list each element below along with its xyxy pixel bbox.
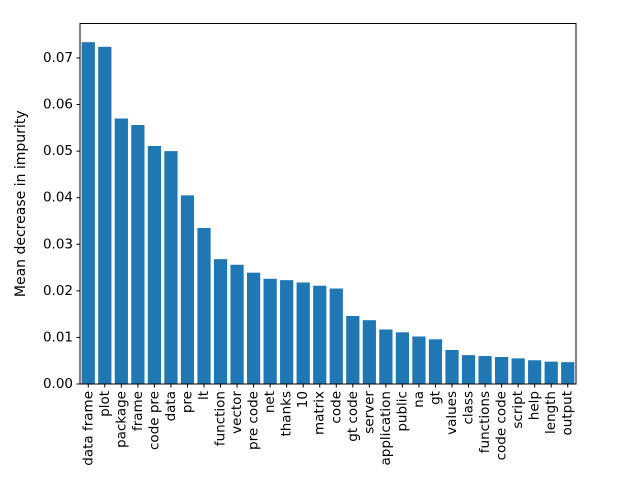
x-tick-label: class (461, 391, 477, 425)
y-tick-label: 0.03 (43, 236, 73, 252)
y-tick-label: 0.02 (43, 283, 73, 299)
y-tick-label: 0.00 (43, 376, 73, 392)
x-tick-label: help (527, 391, 543, 420)
x-tick-label: functions (477, 391, 493, 453)
bar-data-frame (81, 42, 95, 384)
y-tick-label: 0.04 (43, 190, 73, 206)
x-tick-label: application (378, 391, 394, 465)
bar-function (213, 259, 228, 384)
bar-code-pre (147, 146, 162, 384)
x-tick-label: function (213, 391, 229, 446)
bar-help (528, 360, 542, 384)
bar-lt (197, 227, 211, 384)
bar-thanks (280, 280, 294, 384)
x-tick-label: length (543, 391, 559, 434)
bar-vector (230, 264, 244, 384)
x-tick-label: gt (427, 391, 443, 405)
bar-pre-code (246, 272, 261, 384)
y-tick-label: 0.01 (43, 329, 73, 345)
x-tick-label: data (163, 391, 179, 421)
x-tick-label: values (444, 391, 460, 435)
x-tick-label: server (361, 391, 377, 434)
bar-functions (478, 356, 492, 384)
x-tick-label: pre (179, 391, 195, 413)
bar-frame (131, 125, 145, 384)
bar-pre (180, 195, 195, 384)
bar-gt-code (346, 316, 360, 384)
bar-values (445, 350, 459, 384)
y-tick-label: 0.06 (43, 97, 73, 113)
bar-code-code (494, 356, 509, 384)
x-tick-label: code pre (146, 391, 162, 450)
bar-application (379, 329, 393, 384)
x-tick-label: 10 (295, 391, 311, 408)
bar-script (511, 358, 525, 384)
x-tick-label: public (394, 391, 410, 432)
bar-net (263, 278, 277, 384)
bar-public (395, 332, 410, 384)
bar-10 (296, 282, 310, 384)
bar-class (461, 355, 476, 384)
x-tick-label: script (510, 391, 526, 429)
x-tick-label: code code (494, 391, 510, 460)
y-tick-label: 0.07 (43, 50, 73, 66)
bar-output (561, 362, 575, 384)
x-tick-label: lt (196, 391, 212, 400)
bar-package (114, 118, 128, 385)
x-tick-label: output (560, 391, 576, 436)
x-tick-label: plot (97, 391, 113, 417)
x-tick-label: net (262, 391, 278, 413)
y-axis-label: Mean decrease in impurity (13, 110, 29, 297)
bar-data (164, 151, 178, 384)
x-tick-label: gt code (345, 391, 361, 442)
bar-plot (98, 46, 112, 384)
x-tick-label: thanks (279, 391, 295, 437)
bar-code (329, 288, 343, 384)
x-tick-label: na (411, 391, 427, 408)
x-tick-label: package (113, 391, 129, 448)
bar-server (362, 320, 376, 384)
bar-matrix (313, 285, 327, 384)
x-tick-label: data frame (80, 391, 96, 466)
plot-area (80, 23, 576, 384)
x-tick-label: frame (130, 391, 146, 431)
bar-length (544, 361, 558, 384)
bar-na (412, 336, 426, 384)
x-tick-label: code (328, 391, 344, 424)
x-tick-label: pre code (246, 391, 262, 450)
x-tick-label: matrix (312, 391, 328, 435)
y-tick-label: 0.05 (43, 143, 73, 159)
bar-gt (428, 339, 443, 384)
axes-spines (79, 23, 577, 385)
x-tick-label: vector (229, 391, 245, 434)
